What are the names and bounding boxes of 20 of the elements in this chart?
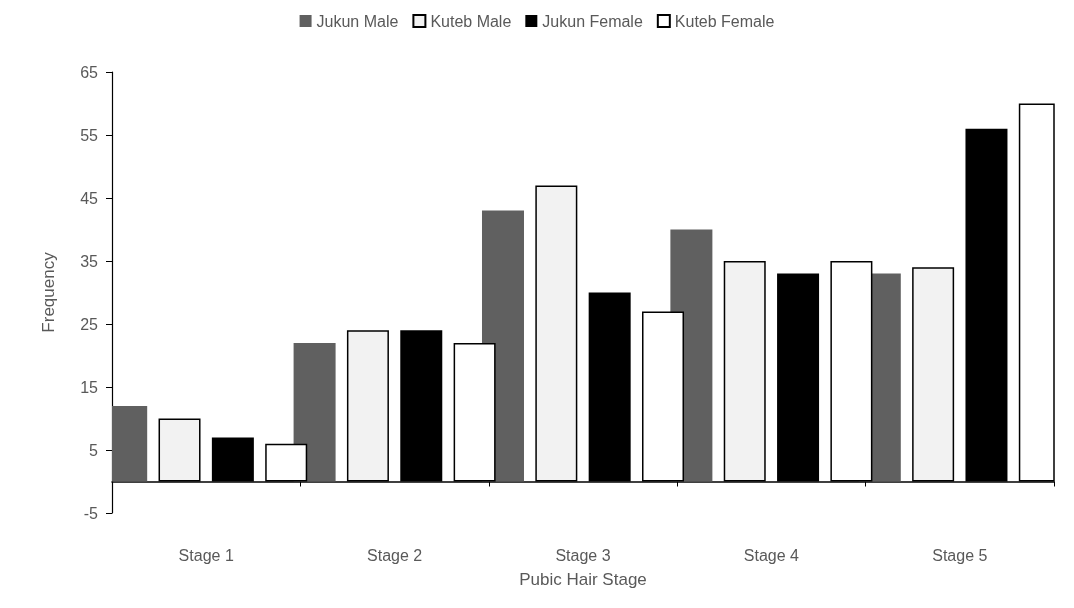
x-tick-label: Stage 2 xyxy=(367,546,423,564)
x-tick-label: Stage 4 xyxy=(743,546,800,564)
y-tick-label: 45 xyxy=(80,189,99,207)
y-axis-title: Frequency xyxy=(39,251,58,333)
x-tick-label: Stage 1 xyxy=(178,546,234,564)
legend-label: Jukun Female xyxy=(542,12,643,30)
y-tick-label: 65 xyxy=(80,63,99,81)
x-tick-label: Stage 5 xyxy=(932,546,988,564)
bar xyxy=(293,342,336,482)
y-tick-label: 35 xyxy=(80,252,99,270)
x-tick-label: Stage 3 xyxy=(555,546,611,564)
legend-label: Jukun Male xyxy=(316,12,399,30)
y-tick-label: -5 xyxy=(83,504,99,522)
legend-label: Kuteb Male xyxy=(430,12,512,30)
y-tick-label: 55 xyxy=(80,126,99,144)
y-tick-label: 25 xyxy=(80,315,99,333)
x-axis-title: Pubic Hair Stage xyxy=(519,570,647,589)
y-tick-label: 15 xyxy=(80,378,99,396)
y-tick-label: 5 xyxy=(89,441,99,459)
legend-label: Kuteb Female xyxy=(674,12,775,30)
